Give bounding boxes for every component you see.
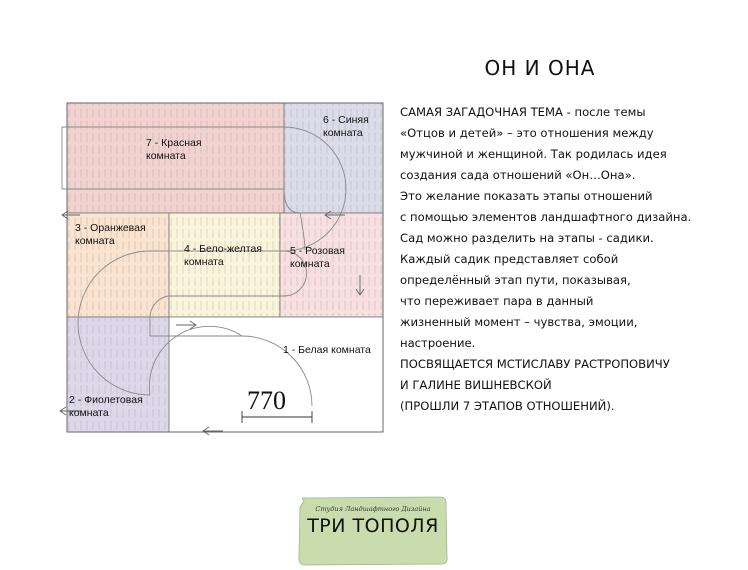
- room-label-violet: 2 - Фиолетовая комната: [69, 394, 146, 419]
- dimension-label: 770: [247, 386, 286, 415]
- studio-logo: Студия Ландшафтного Дизайна ТРИ ТОПОЛЯ: [296, 495, 450, 566]
- plan-border: [66, 102, 384, 433]
- garden-path: [61, 126, 347, 407]
- description-line: Сад можно разделить на этапы - садики.: [400, 231, 654, 245]
- page-title: ОН И ОНА: [484, 56, 596, 80]
- logo-name: ТРИ ТОПОЛЯ: [307, 515, 439, 537]
- description-line: определённый этап пути, показывая,: [400, 273, 631, 287]
- description-line: с помощью элементов ландшафтного дизайна…: [400, 210, 692, 224]
- description-line: мужчиной и женщиной. Так родилась идея: [400, 147, 667, 161]
- hatch-texture: [67, 103, 383, 317]
- room-label-white-yellow: 4 - Бело-желтая комната: [184, 243, 265, 268]
- logo-subtitle: Студия Ландшафтного Дизайна: [315, 505, 431, 513]
- description-line: создания сада отношений «Он…Она».: [400, 168, 636, 182]
- room-label-orange: 3 - Оранжевая комната: [75, 222, 149, 247]
- description-text: САМАЯ ЗАГАДОЧНАЯ ТЕМА - после темы «Отцо…: [400, 102, 730, 417]
- description-line: жизненный момент – чувства, эмоции,: [400, 315, 638, 329]
- description-line: САМАЯ ЗАГАДОЧНАЯ ТЕМА - после темы: [400, 105, 646, 119]
- room-label-red: 7 - Красная комната: [146, 137, 204, 162]
- description-line: что переживает пара в данный: [400, 294, 594, 308]
- dimension-line: [241, 411, 313, 423]
- description-line: ПОСВЯЩАЕТСЯ МСТИСЛАВУ РАСТРОПОВИЧУ: [400, 357, 670, 371]
- room-label-white: 1 - Белая комната: [283, 344, 371, 356]
- room-label-pink: 5 - Розовая комната: [290, 245, 348, 270]
- logo-badge: [298, 496, 448, 566]
- description-line: И ГАЛИНЕ ВИШНЕВСКОЙ: [400, 378, 552, 392]
- description-line: Каждый садик представляет собой: [400, 252, 619, 266]
- direction-arrows: [59, 210, 365, 436]
- description-line: «Отцов и детей» – это отношения между: [400, 126, 654, 140]
- description-line: настроение.: [400, 336, 476, 350]
- description-line: Это желание показать этапы отношений: [400, 189, 653, 203]
- description-line: (ПРОШЛИ 7 ЭТАПОВ ОТНОШЕНИЙ).: [400, 399, 615, 413]
- room-label-blue: 6 - Синяя комната: [323, 114, 372, 139]
